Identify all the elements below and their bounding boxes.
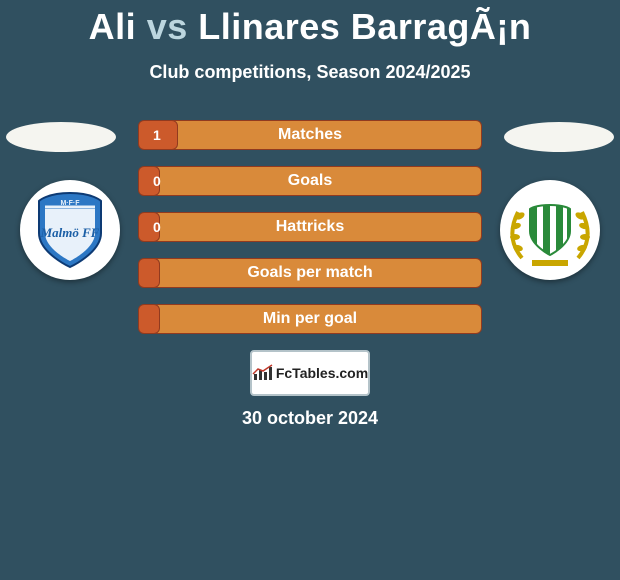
stat-bars: 1Matches 0Goals 0Hattricks Goals per match M… <box>138 120 482 350</box>
club-logo-left: M·F·F Malmö FF <box>20 180 120 280</box>
stat-bar-left: 1 <box>138 120 178 150</box>
stat-row: 1Matches <box>138 120 482 150</box>
club-logo-right <box>500 180 600 280</box>
site-logo-text: FcTables.com <box>276 365 368 381</box>
title-vs: vs <box>147 6 188 47</box>
title-right: Llinares BarragÃ¡n <box>198 6 531 47</box>
stat-bar-left: 0 <box>138 212 160 242</box>
svg-text:M·F·F: M·F·F <box>60 200 80 207</box>
bar-chart-icon <box>252 364 274 382</box>
stat-bar-left <box>138 258 160 288</box>
stat-bar-right <box>152 166 482 196</box>
player-head-left <box>6 122 116 152</box>
stat-bar-right <box>142 258 482 288</box>
date-label: 30 october 2024 <box>0 408 620 429</box>
stat-bar-right <box>152 212 482 242</box>
page-title: Ali vs Llinares BarragÃ¡n <box>0 0 620 48</box>
stat-row: 0Goals <box>138 166 482 196</box>
stat-row: Goals per match <box>138 258 482 288</box>
stat-bar-right <box>142 120 482 150</box>
svg-text:Malmö FF: Malmö FF <box>40 225 100 240</box>
hammarby-crest-icon <box>505 185 595 275</box>
stat-bar-right <box>152 304 482 334</box>
stat-bar-left <box>138 304 160 334</box>
stat-row: Min per goal <box>138 304 482 334</box>
subtitle: Club competitions, Season 2024/2025 <box>0 62 620 83</box>
site-logo[interactable]: FcTables.com <box>250 350 370 396</box>
malmo-ff-crest-icon: M·F·F Malmö FF <box>27 187 113 273</box>
player-head-right <box>504 122 614 152</box>
stat-row: 0Hattricks <box>138 212 482 242</box>
stat-bar-left: 0 <box>138 166 160 196</box>
title-left: Ali <box>89 6 137 47</box>
